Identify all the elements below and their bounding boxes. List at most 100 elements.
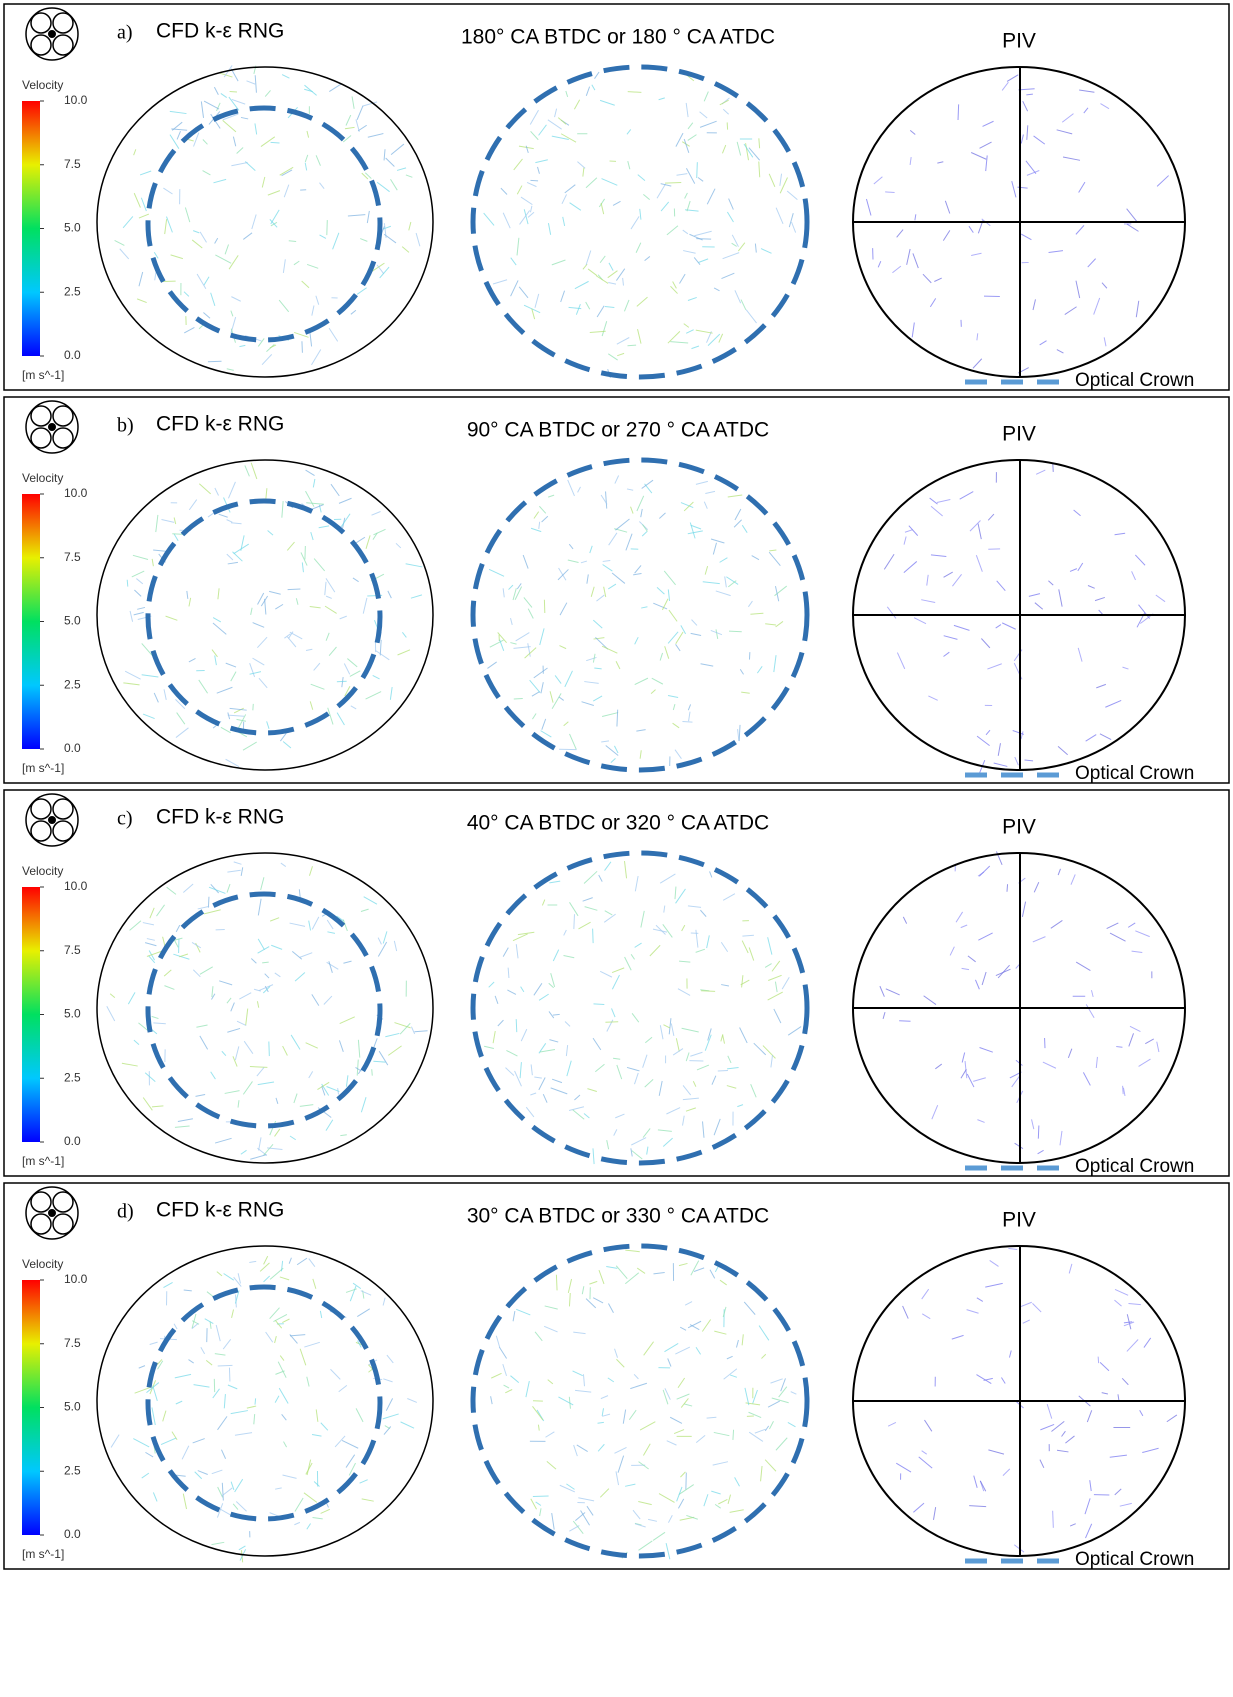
flow-vector	[564, 956, 575, 958]
flow-vector	[531, 1064, 532, 1075]
figure: a)CFD k-ε RNG180° CA BTDC or 180 ° CA AT…	[0, 0, 1233, 1697]
flow-vector	[1015, 757, 1019, 765]
flow-vector	[329, 647, 336, 656]
flow-vector	[196, 1094, 206, 1096]
flow-vector	[231, 523, 242, 524]
icon-valve	[31, 1192, 51, 1212]
flow-vector	[361, 909, 369, 911]
flow-vector	[189, 500, 196, 510]
flow-vector	[341, 514, 350, 527]
flow-vector	[231, 163, 247, 166]
flow-vector	[573, 1332, 585, 1333]
flow-vector	[600, 1489, 609, 1498]
panel-label: b)	[117, 415, 134, 437]
flow-vector	[609, 263, 613, 271]
flow-vector	[367, 211, 369, 223]
flow-vector	[531, 1499, 537, 1510]
flow-vector	[176, 925, 180, 932]
flow-vector	[629, 1410, 636, 1420]
flow-vector	[283, 1475, 297, 1478]
flow-vector	[142, 675, 159, 677]
flow-vector	[721, 273, 734, 278]
flow-vector	[691, 346, 698, 349]
flow-vector	[224, 1394, 225, 1408]
flow-vector	[1002, 623, 1016, 629]
flow-vector	[184, 1290, 192, 1291]
colorbar-tick-label: 5.0	[64, 1007, 81, 1021]
flow-vector	[517, 238, 519, 256]
flow-vector	[215, 238, 218, 243]
flow-vector	[704, 92, 708, 102]
flow-vector	[194, 1385, 210, 1387]
flow-vector	[501, 188, 507, 194]
flow-vector	[530, 206, 531, 212]
flow-vector	[1132, 571, 1136, 580]
flow-vector	[1107, 923, 1119, 929]
flow-vector	[676, 1038, 679, 1051]
flow-vector	[136, 579, 142, 584]
flow-vector	[189, 598, 191, 607]
flow-vector	[163, 937, 165, 947]
flow-vector	[197, 274, 206, 289]
flow-vector	[306, 503, 324, 505]
method-label: CFD k-ε RNG	[156, 1199, 284, 1222]
flow-vector	[641, 911, 644, 928]
flow-vector	[380, 640, 381, 656]
flow-vector	[357, 1060, 358, 1076]
flow-vector	[711, 1491, 720, 1494]
flow-vector	[635, 565, 641, 573]
flow-vector	[228, 712, 230, 719]
flow-vector	[243, 1081, 252, 1094]
flow-vector	[714, 1119, 720, 1135]
flow-vector	[616, 269, 624, 281]
flow-vector	[218, 588, 219, 599]
flow-vector	[732, 235, 738, 247]
flow-vector	[751, 1084, 756, 1097]
flow-vector	[775, 586, 778, 601]
flow-vector	[983, 121, 994, 126]
flow-vector	[676, 889, 686, 903]
flow-vector	[749, 947, 754, 960]
flow-vector	[642, 532, 647, 537]
flow-vector	[749, 1432, 763, 1441]
flow-vector	[203, 140, 208, 145]
flow-vector	[945, 201, 949, 214]
flow-vector	[638, 1502, 651, 1505]
flow-vector	[311, 532, 313, 540]
flow-vector	[676, 133, 683, 146]
flow-vector	[228, 482, 235, 498]
flow-vector	[626, 534, 632, 551]
flow-vector	[657, 184, 665, 198]
flow-vector	[347, 659, 357, 667]
flow-vector	[280, 1356, 284, 1361]
flow-vector	[264, 1276, 270, 1282]
flow-vector	[250, 663, 255, 677]
flow-vector	[593, 1038, 601, 1050]
flow-vector	[735, 509, 741, 520]
flow-vector	[645, 256, 650, 260]
flow-vector	[650, 945, 660, 956]
flow-vector	[247, 81, 256, 84]
flow-vector	[673, 282, 677, 289]
flow-vector	[683, 1098, 699, 1100]
flow-vector	[703, 1121, 704, 1137]
flow-vector	[896, 1463, 911, 1472]
flow-vector	[997, 581, 1006, 591]
flow-vector	[309, 921, 311, 931]
flow-vector	[218, 1365, 233, 1366]
flow-vector	[769, 550, 776, 551]
flow-vector	[211, 293, 215, 306]
flow-vector	[344, 663, 349, 674]
flow-vector	[1053, 1511, 1054, 1528]
flow-vector	[933, 1507, 935, 1520]
flow-vector	[358, 125, 367, 131]
flow-vector	[569, 902, 578, 915]
flow-vector	[633, 573, 641, 574]
flow-vector	[1128, 923, 1135, 927]
flow-vector	[411, 1027, 414, 1034]
flow-vector	[230, 708, 247, 710]
flow-vector	[616, 1266, 627, 1279]
flow-vector	[623, 278, 624, 286]
colorbar-tick-label: 10.0	[64, 1272, 88, 1286]
flow-vector	[290, 1335, 305, 1336]
